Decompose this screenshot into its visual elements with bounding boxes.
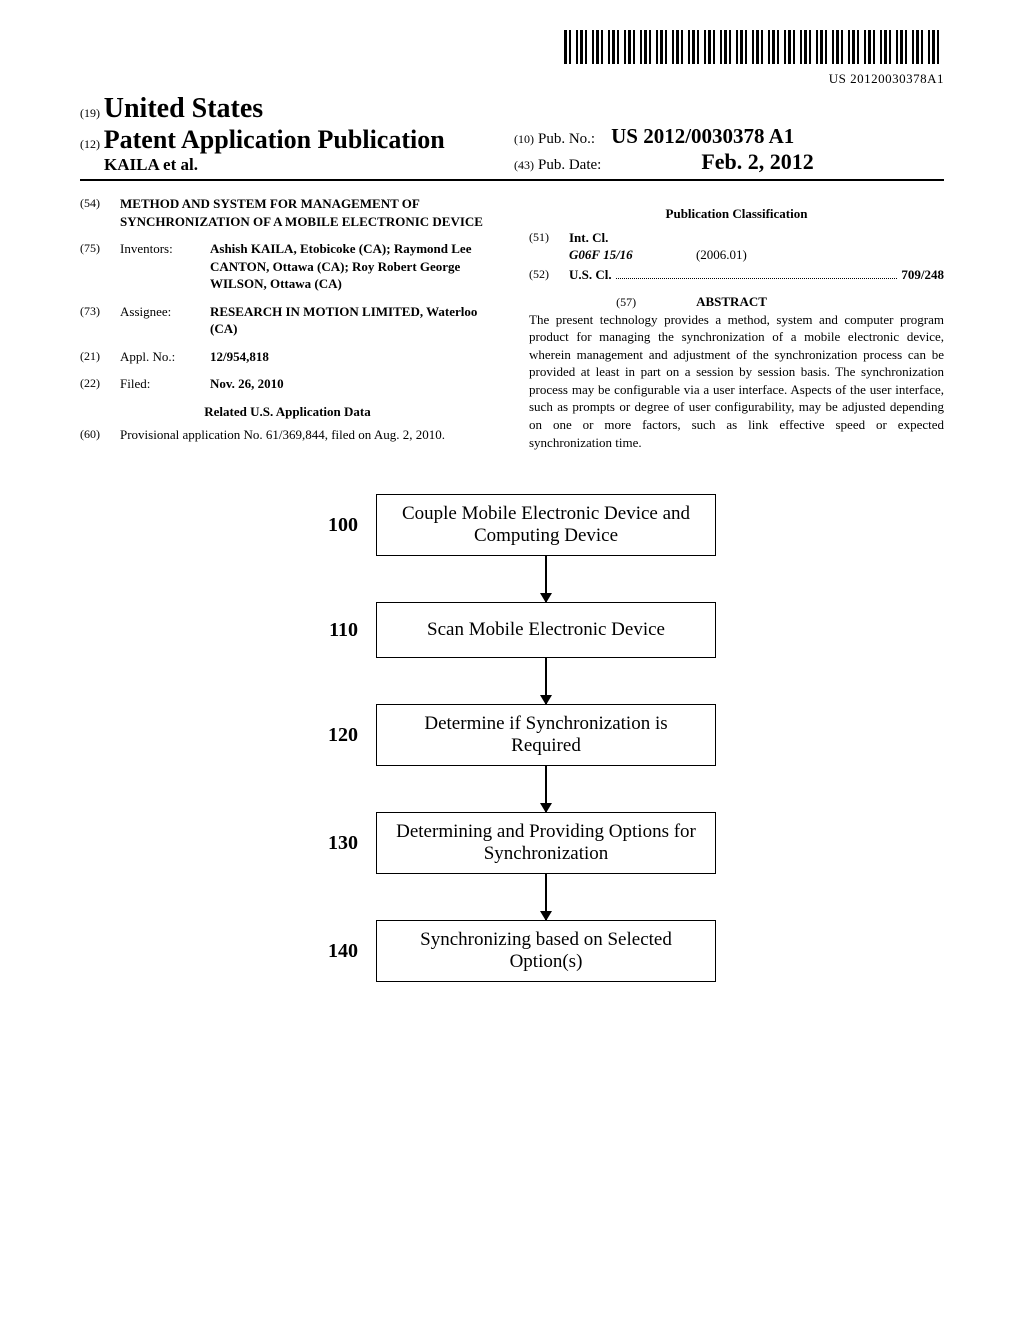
flow-arrow-0 bbox=[545, 556, 547, 602]
assignee-value: RESEARCH IN MOTION LIMITED, Waterloo (CA… bbox=[210, 303, 495, 338]
pub-no-line: (10) Pub. No.: US 2012/0030378 A1 bbox=[514, 124, 944, 149]
inid-43: (43) bbox=[514, 158, 534, 172]
applno-value: 12/954,818 bbox=[210, 348, 495, 366]
code-60: (60) bbox=[80, 426, 110, 444]
pub-date-line: (43) Pub. Date: Feb. 2, 2012 bbox=[514, 149, 944, 175]
flow-num-2: 120 bbox=[308, 724, 358, 747]
provisional-value: Provisional application No. 61/369,844, … bbox=[120, 426, 495, 444]
barcode-area: US 20120030378A1 bbox=[80, 30, 944, 87]
invention-title: METHOD AND SYSTEM FOR MANAGEMENT OF SYNC… bbox=[120, 195, 495, 230]
flow-box-4: Synchronizing based on Selected Option(s… bbox=[376, 920, 716, 982]
barcode-graphic bbox=[564, 30, 944, 64]
intcl-block: Int. Cl. G06F 15/16 (2006.01) bbox=[569, 229, 944, 264]
dotted-leader bbox=[616, 278, 898, 279]
code-73: (73) bbox=[80, 303, 110, 338]
field-inventors: (75) Inventors: Ashish KAILA, Etobicoke … bbox=[80, 240, 495, 293]
flow-node-0: 100 Couple Mobile Electronic Device and … bbox=[308, 494, 716, 556]
field-uscl: (52) U.S. Cl. 709/248 bbox=[529, 266, 944, 284]
pub-date: Feb. 2, 2012 bbox=[701, 149, 813, 174]
field-provisional: (60) Provisional application No. 61/369,… bbox=[80, 426, 495, 444]
flow-num-0: 100 bbox=[308, 514, 358, 537]
pub-no-label: Pub. No.: bbox=[538, 131, 595, 147]
code-52: (52) bbox=[529, 266, 559, 284]
label-applno: Appl. No.: bbox=[120, 348, 200, 366]
header-right: (10) Pub. No.: US 2012/0030378 A1 (43) P… bbox=[510, 124, 944, 175]
pub-type-line: (12) Patent Application Publication bbox=[80, 125, 510, 155]
related-heading: Related U.S. Application Data bbox=[80, 403, 495, 421]
inventors-value: Ashish KAILA, Etobicoke (CA); Raymond Le… bbox=[210, 240, 495, 293]
flow-num-1: 110 bbox=[308, 619, 358, 642]
code-22: (22) bbox=[80, 375, 110, 393]
label-filed: Filed: bbox=[120, 375, 200, 393]
code-51: (51) bbox=[529, 229, 559, 264]
flow-node-4: 140 Synchronizing based on Selected Opti… bbox=[308, 920, 716, 982]
flow-arrow-2 bbox=[545, 766, 547, 812]
intcl-label: Int. Cl. bbox=[569, 229, 944, 247]
left-column: (54) METHOD AND SYSTEM FOR MANAGEMENT OF… bbox=[80, 195, 499, 454]
country: United States bbox=[104, 93, 263, 124]
flow-node-3: 130 Determining and Providing Options fo… bbox=[308, 812, 716, 874]
code-57: (57) bbox=[616, 294, 636, 310]
header: (19) United States (12) Patent Applicati… bbox=[80, 93, 944, 181]
pub-no: US 2012/0030378 A1 bbox=[611, 124, 794, 148]
right-column: Publication Classification (51) Int. Cl.… bbox=[529, 195, 944, 454]
code-54: (54) bbox=[80, 195, 110, 230]
label-inventors: Inventors: bbox=[120, 240, 200, 293]
label-assignee: Assignee: bbox=[120, 303, 200, 338]
flow-num-3: 130 bbox=[308, 832, 358, 855]
intcl-row: G06F 15/16 (2006.01) bbox=[569, 246, 944, 264]
uscl-label: U.S. Cl. bbox=[569, 266, 612, 284]
uscl-row: U.S. Cl. 709/248 bbox=[569, 266, 944, 284]
abstract-heading: ABSTRACT bbox=[696, 293, 767, 311]
field-assignee: (73) Assignee: RESEARCH IN MOTION LIMITE… bbox=[80, 303, 495, 338]
field-applno: (21) Appl. No.: 12/954,818 bbox=[80, 348, 495, 366]
pub-date-label: Pub. Date: bbox=[538, 157, 601, 173]
intcl-class: G06F 15/16 bbox=[569, 247, 633, 262]
authors-line: (12) KAILA et al. bbox=[80, 155, 510, 175]
abstract-text: The present technology provides a method… bbox=[529, 311, 944, 451]
flow-num-4: 140 bbox=[308, 940, 358, 963]
classification-heading: Publication Classification bbox=[529, 205, 944, 223]
flow-node-1: 110 Scan Mobile Electronic Device bbox=[308, 602, 716, 658]
flow-box-3: Determining and Providing Options for Sy… bbox=[376, 812, 716, 874]
flow-node-2: 120 Determine if Synchronization is Requ… bbox=[308, 704, 716, 766]
inid-10: (10) bbox=[514, 132, 534, 146]
authors: KAILA et al. bbox=[104, 155, 198, 174]
flow-arrow-1 bbox=[545, 658, 547, 704]
country-line: (19) United States bbox=[80, 93, 510, 125]
intcl-date: (2006.01) bbox=[696, 247, 747, 262]
flowchart: 100 Couple Mobile Electronic Device and … bbox=[80, 494, 944, 982]
filed-value: Nov. 26, 2010 bbox=[210, 375, 495, 393]
abstract-block: (57) ABSTRACT The present technology pro… bbox=[529, 293, 944, 451]
field-filed: (22) Filed: Nov. 26, 2010 bbox=[80, 375, 495, 393]
flow-box-1: Scan Mobile Electronic Device bbox=[376, 602, 716, 658]
inid-19: (19) bbox=[80, 106, 100, 120]
header-left: (19) United States (12) Patent Applicati… bbox=[80, 93, 510, 175]
inid-12: (12) bbox=[80, 137, 100, 151]
flow-box-0: Couple Mobile Electronic Device and Comp… bbox=[376, 494, 716, 556]
code-21: (21) bbox=[80, 348, 110, 366]
flow-box-2: Determine if Synchronization is Required bbox=[376, 704, 716, 766]
patent-page: US 20120030378A1 (19) United States (12)… bbox=[0, 0, 1024, 1320]
uscl-value: 709/248 bbox=[901, 266, 944, 284]
code-75: (75) bbox=[80, 240, 110, 293]
field-title: (54) METHOD AND SYSTEM FOR MANAGEMENT OF… bbox=[80, 195, 495, 230]
flow-arrow-3 bbox=[545, 874, 547, 920]
pub-type: Patent Application Publication bbox=[104, 125, 445, 154]
field-intcl: (51) Int. Cl. G06F 15/16 (2006.01) bbox=[529, 229, 944, 264]
barcode-text: US 20120030378A1 bbox=[80, 71, 944, 87]
body-grid: (54) METHOD AND SYSTEM FOR MANAGEMENT OF… bbox=[80, 195, 944, 454]
